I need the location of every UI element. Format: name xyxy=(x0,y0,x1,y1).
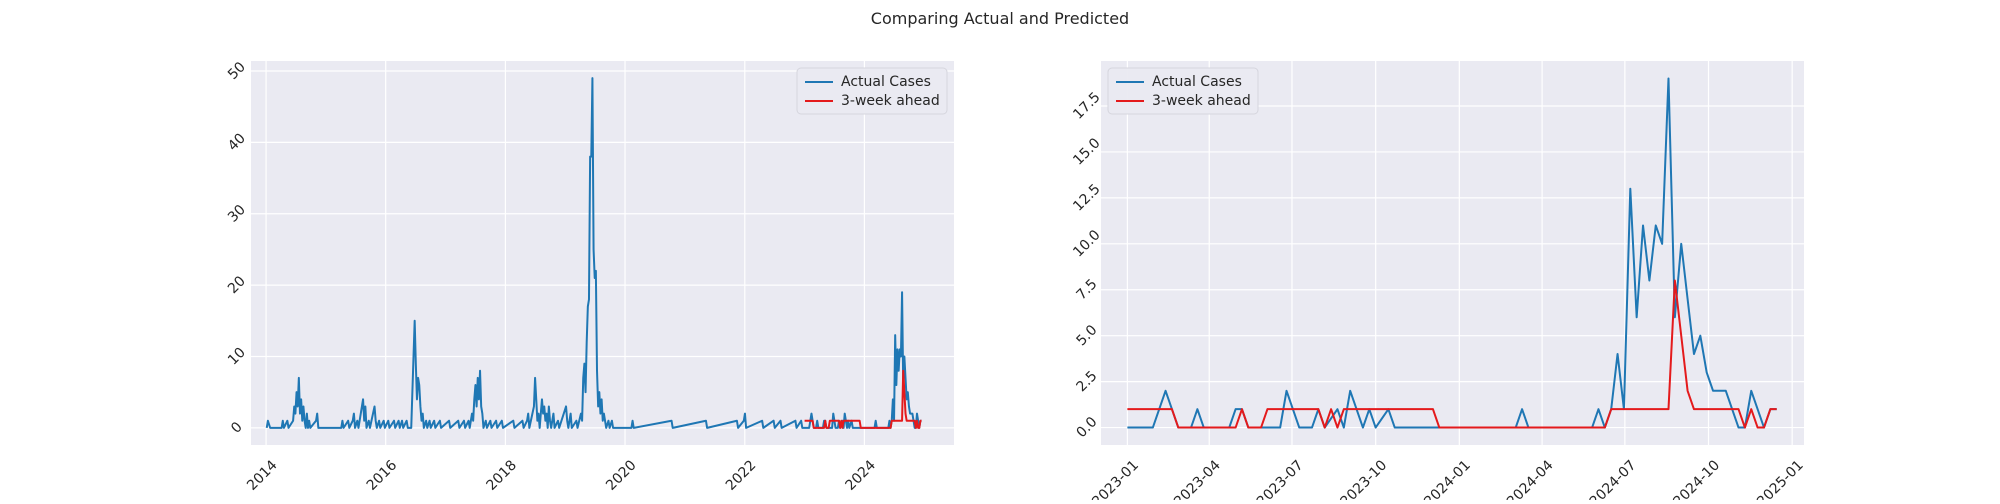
x-tick-label: 2022 xyxy=(723,457,760,494)
y-tick-label: 0.0 xyxy=(1073,414,1100,441)
x-tick-label: 2023-01 xyxy=(1089,457,1142,500)
x-tick-label: 2023-10 xyxy=(1338,457,1391,500)
right-chart-panel: 0.0 2.5 5.0 7.5 10.0 12.5 15.0 17.5 2023-01 2023-… xyxy=(1070,61,1807,504)
y-tick-label: 0 xyxy=(228,419,246,437)
left-chart-panel: 0 10 20 30 40 50 2014 2016 2018 2020 2022 2024 Actua… xyxy=(225,59,954,494)
legend-label: Actual Cases xyxy=(841,74,931,90)
legend-label: 3-week ahead xyxy=(841,93,940,109)
y-tick-label: 17.5 xyxy=(1070,89,1103,122)
x-tick-label: 2025-01 xyxy=(1754,457,1807,500)
y-tick-label: 30 xyxy=(225,202,249,226)
y-tick-label: 12.5 xyxy=(1070,181,1103,214)
legend: Actual Cases 3-week ahead xyxy=(796,67,948,115)
y-tick-label: 10.0 xyxy=(1070,227,1103,260)
x-tick-label: 2016 xyxy=(364,457,401,494)
plot-area xyxy=(1101,61,1804,445)
x-tick-label: 2020 xyxy=(603,457,640,494)
legend-label: Actual Cases xyxy=(1152,74,1242,90)
legend: Actual Cases 3-week ahead xyxy=(1107,67,1259,115)
legend-box xyxy=(1107,67,1259,115)
three-week-ahead-line xyxy=(1127,279,1777,429)
y-tick-label: 10 xyxy=(225,345,249,369)
x-tick-label: 2024-04 xyxy=(1504,457,1557,500)
y-tick-label: 15.0 xyxy=(1070,135,1103,168)
y-tick-label: 2.5 xyxy=(1073,368,1100,395)
legend-box xyxy=(796,67,948,115)
x-tick-label: 2014 xyxy=(244,457,281,494)
y-tick-label: 5.0 xyxy=(1073,322,1100,349)
y-tick-label: 7.5 xyxy=(1073,276,1100,303)
x-tick-label: 2023-07 xyxy=(1254,457,1307,500)
x-tick-label: 2024-07 xyxy=(1587,457,1640,500)
y-tick-label: 50 xyxy=(225,59,249,83)
plot-area xyxy=(251,61,954,445)
three-week-ahead-line xyxy=(804,369,922,429)
y-tick-label: 40 xyxy=(225,130,249,154)
y-tick-label: 20 xyxy=(225,273,249,297)
actual-cases-line xyxy=(1127,77,1777,429)
x-tick-label: 2024 xyxy=(842,457,879,494)
x-tick-label: 2024-10 xyxy=(1670,457,1723,500)
x-tick-label: 2023-04 xyxy=(1171,457,1224,500)
x-tick-label: 2018 xyxy=(484,457,521,494)
legend-label: 3-week ahead xyxy=(1152,93,1251,109)
figure-title: Comparing Actual and Predicted xyxy=(871,9,1129,28)
x-tick-label: 2024-01 xyxy=(1421,457,1474,500)
